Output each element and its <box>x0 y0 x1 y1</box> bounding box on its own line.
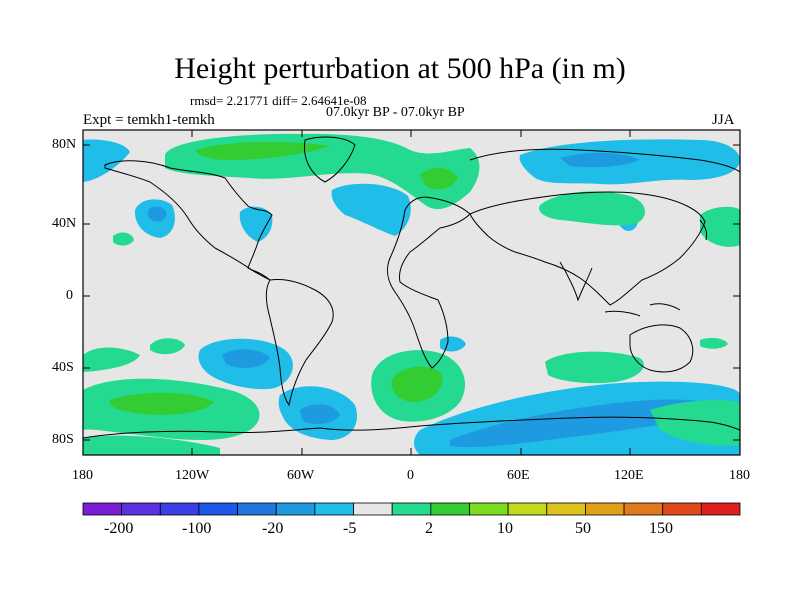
colorbar-label: 50 <box>575 520 591 537</box>
contour-negative-north-atlantic <box>331 183 411 236</box>
lat-label-0: 0 <box>66 288 73 303</box>
colorbar-swatch <box>585 502 625 516</box>
colorbar-swatch <box>275 502 316 516</box>
colorbar-swatch <box>314 502 354 516</box>
coastlines <box>83 136 740 439</box>
coast-australia <box>629 324 694 373</box>
coast-arctic-asia <box>469 148 740 173</box>
colorbar-swatch <box>623 502 664 516</box>
colorbar-swatch <box>391 502 432 516</box>
contour-negative-south-east-pacific-core <box>222 349 270 368</box>
contour-positive-south-east-indian <box>700 337 728 349</box>
colorbar-label: -100 <box>182 520 212 537</box>
contour-negative-north-pacific-core <box>148 206 167 222</box>
colorbar-swatch <box>507 502 548 516</box>
axis-ticks <box>82 130 741 455</box>
stats-line: rmsd= 2.21771 diff= 2.64641e-08 <box>190 93 367 108</box>
colorbar-swatch <box>121 502 161 516</box>
lon-label-60e: 60E <box>507 468 530 483</box>
colorbar-label: -200 <box>104 520 134 537</box>
lon-label-0: 0 <box>407 468 414 483</box>
coast-japan <box>699 219 708 241</box>
colorbar-swatch <box>198 502 238 516</box>
experiment-label: Expt = temkh1-temkh <box>83 112 215 128</box>
contour-positive-indian-ocean <box>545 351 644 384</box>
coast-asia <box>469 191 706 306</box>
coast-north-america <box>104 160 273 281</box>
colorbar-label: 150 <box>649 520 673 537</box>
contour-positive-southern-edge <box>83 435 220 455</box>
contour-negative-west-arctic <box>83 139 130 182</box>
contour-positive-scandinavia-core <box>420 167 458 190</box>
contour-negative-drake-passage-core <box>300 404 340 425</box>
contour-field <box>83 130 740 455</box>
lon-label-180w: 180 <box>72 468 93 483</box>
lat-label-40n: 40N <box>52 216 77 231</box>
colorbar-swatch <box>159 502 200 516</box>
contour-positive-north-pacific-east <box>700 206 740 247</box>
contour-negative-eurasia-core <box>560 152 640 168</box>
colorbar-swatch <box>430 502 470 516</box>
lon-label-180e: 180 <box>729 468 750 483</box>
colorbar-swatch <box>700 502 741 516</box>
plot-title: Height perturbation at 500 hPa (in m) <box>174 52 626 85</box>
contour-positive-southern-pacific-core <box>109 392 215 415</box>
contour-positive-south-pacific-small <box>150 338 185 355</box>
contour-positive-mid-pacific <box>113 232 134 246</box>
lon-label-120e: 120E <box>614 468 644 483</box>
lat-label-40s: 40S <box>52 360 74 375</box>
lon-label-120w: 120W <box>175 468 210 483</box>
coast-south-america <box>265 279 334 407</box>
coast-indonesia <box>604 303 681 317</box>
colorbar-swatch <box>237 502 277 516</box>
colorbar-swatch <box>82 502 123 516</box>
colorbar-swatch <box>353 502 393 516</box>
colorbar-swatch <box>662 502 702 516</box>
coast-india <box>559 261 593 302</box>
colorbar-swatch <box>546 502 586 516</box>
colorbar <box>82 502 741 516</box>
contour-positive-south-atlantic-core <box>391 366 443 402</box>
season-label: JJA <box>712 112 735 128</box>
contour-positive-arctic-core <box>195 141 330 160</box>
coast-antarctica <box>83 416 740 439</box>
colorbar-label: -5 <box>343 520 357 537</box>
lat-label-80s: 80S <box>52 432 74 447</box>
colorbar-label: 2 <box>425 520 433 537</box>
colorbar-label: 10 <box>497 520 513 537</box>
contour-positive-south-pacific-west <box>83 347 140 372</box>
lat-label-80n: 80N <box>52 137 77 152</box>
lon-label-60w: 60W <box>287 468 315 483</box>
period-label: 07.0kyr BP - 07.0kyr BP <box>326 105 465 120</box>
coast-greenland <box>303 136 356 183</box>
contour-positive-ross-sea <box>650 400 740 446</box>
contour-positive-central-asia <box>539 191 646 226</box>
colorbar-swatch <box>469 502 509 516</box>
colorbar-label: -20 <box>262 520 284 537</box>
contour-negative-east-america <box>239 206 273 242</box>
